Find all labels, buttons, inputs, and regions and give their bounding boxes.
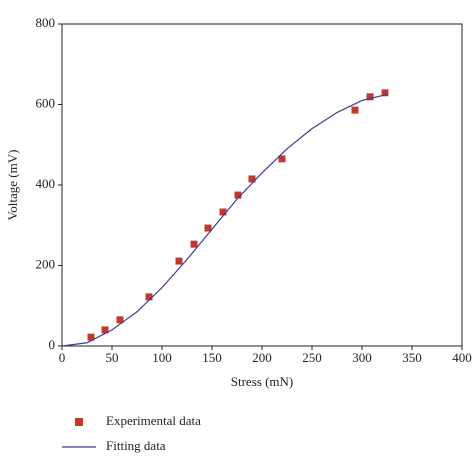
- x-tick-label: 100: [152, 350, 172, 365]
- fit-line: [61, 93, 388, 347]
- y-tick-label: 600: [36, 95, 56, 110]
- data-point: [278, 155, 286, 163]
- legend-swatch: [75, 418, 83, 426]
- data-point: [175, 257, 183, 265]
- y-tick-label: 0: [49, 337, 56, 352]
- legend-label: Experimental data: [106, 413, 201, 428]
- data-point: [351, 106, 359, 114]
- y-axis-label: Voltage (mV): [5, 150, 20, 221]
- data-point: [366, 93, 374, 101]
- data-point: [116, 316, 124, 324]
- x-tick-label: 250: [302, 350, 322, 365]
- x-tick-label: 200: [252, 350, 272, 365]
- x-axis-label: Stress (mN): [231, 374, 293, 389]
- data-point: [101, 326, 109, 334]
- y-tick-label: 800: [36, 15, 56, 30]
- data-point: [204, 224, 212, 232]
- plot-frame: [61, 23, 463, 347]
- x-tick-label: 400: [452, 350, 472, 365]
- x-tick-label: 50: [106, 350, 119, 365]
- x-tick-label: 350: [402, 350, 422, 365]
- data-point: [219, 208, 227, 216]
- data-point: [190, 240, 198, 248]
- data-point: [87, 333, 95, 341]
- y-tick-label: 200: [36, 256, 56, 271]
- data-point: [145, 293, 153, 301]
- data-point: [248, 175, 256, 183]
- legend-label: Fitting data: [106, 438, 166, 453]
- x-tick-label: 150: [202, 350, 222, 365]
- x-tick-label: 300: [352, 350, 372, 365]
- y-tick-label: 400: [36, 176, 56, 191]
- data-point: [234, 191, 242, 199]
- data-point: [381, 89, 389, 97]
- x-tick-label: 0: [59, 350, 66, 365]
